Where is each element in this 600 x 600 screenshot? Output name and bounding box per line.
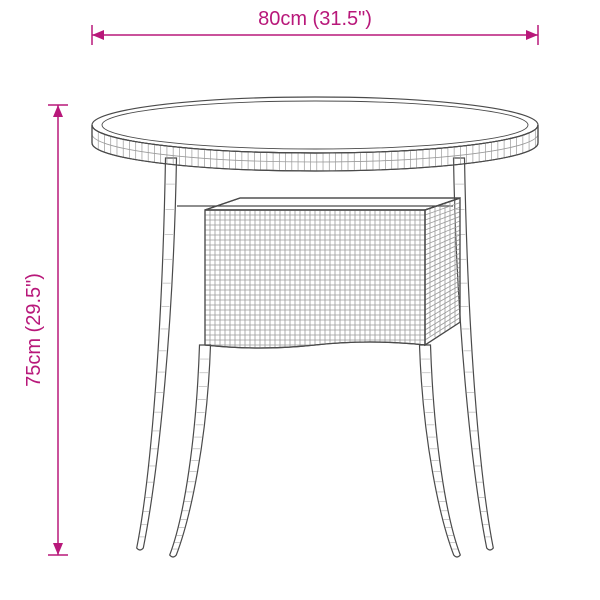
width-arrow-left xyxy=(92,30,104,40)
front-right-leg xyxy=(420,345,461,557)
back-left-leg xyxy=(137,158,177,550)
basket-top xyxy=(205,198,460,210)
width-arrow-right xyxy=(526,30,538,40)
height-arrow-bottom xyxy=(53,543,63,555)
table-top-rim xyxy=(92,125,538,171)
height-arrow-top xyxy=(53,105,63,117)
width-label: 80cm (31.5") xyxy=(258,8,372,30)
table-top-inset xyxy=(102,101,528,149)
dimension-diagram: 80cm (31.5") 75cm (29.5") xyxy=(0,0,600,600)
basket-group xyxy=(205,198,460,353)
table-top-group xyxy=(92,97,538,171)
front-left-leg xyxy=(170,345,211,557)
height-label: 75cm (29.5") xyxy=(23,273,45,387)
front-legs-group xyxy=(170,345,461,557)
